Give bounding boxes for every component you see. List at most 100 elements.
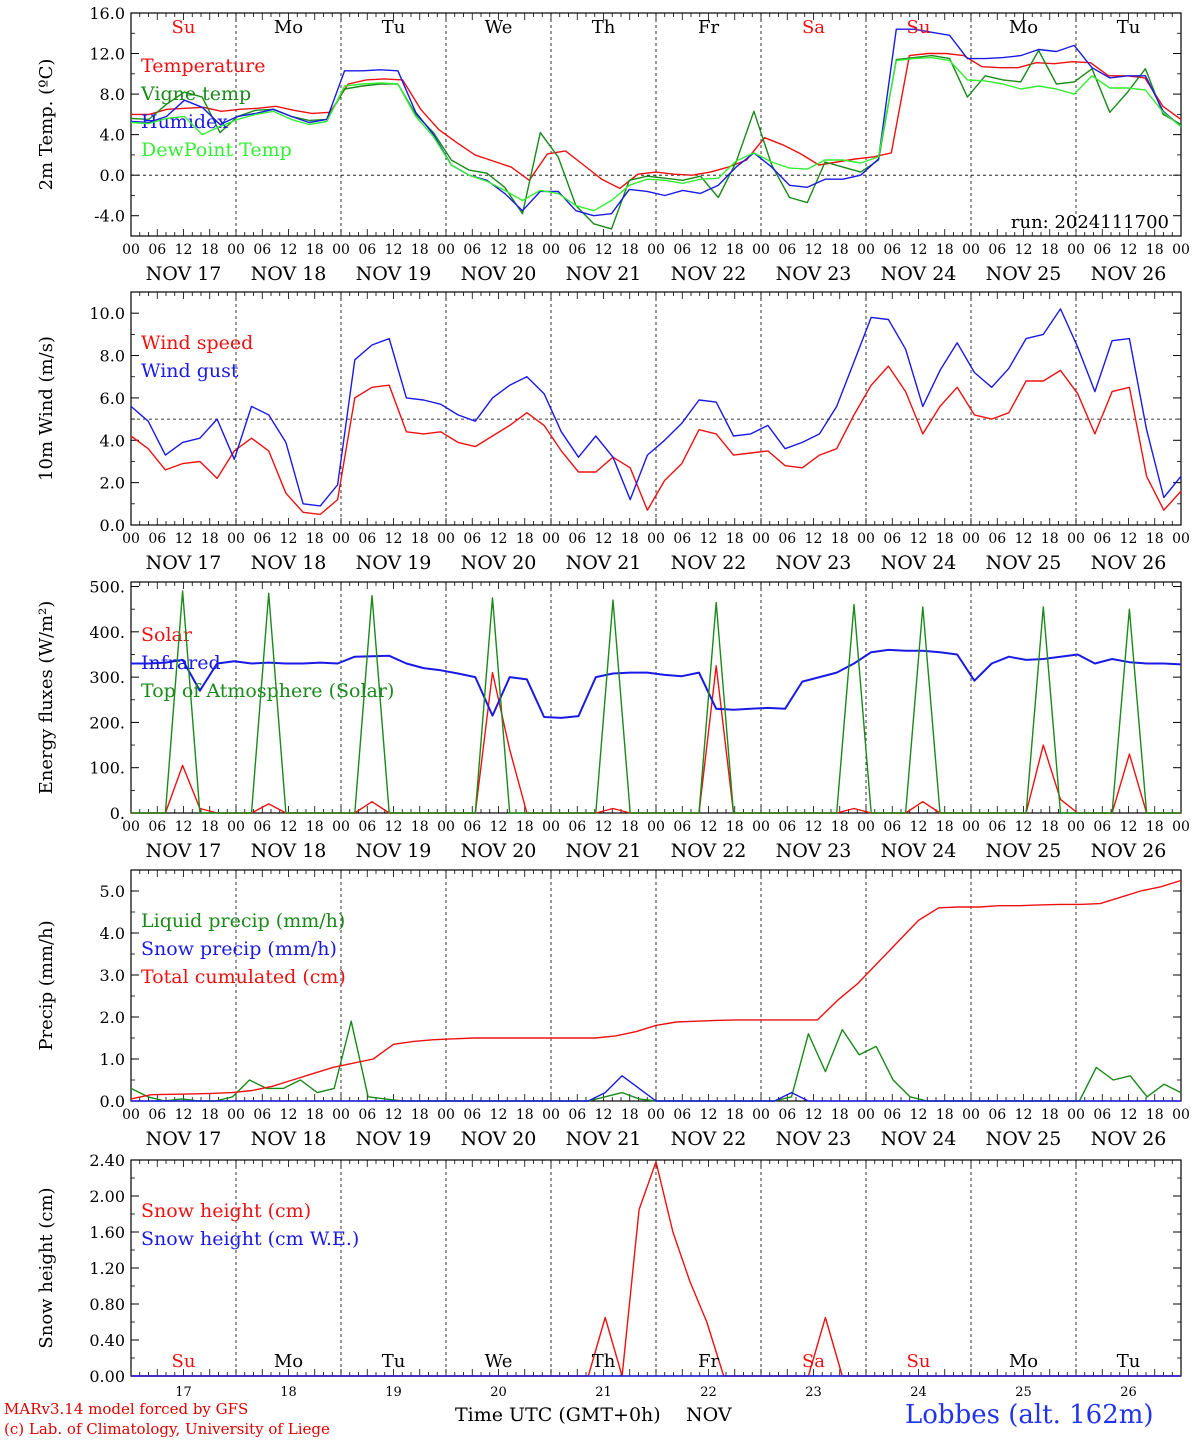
panel-precip: 0.0 1.0 2.0 3.0 4.0 5.0 Precip (mm/h) Liquid pr…	[36, 869, 1190, 1150]
date-label: NOV 24	[881, 552, 957, 574]
date-label: NOV 19	[356, 840, 432, 862]
legend-entry: Snow precip (mm/h)	[141, 938, 337, 960]
y-tick-label: 8.0	[100, 85, 125, 104]
hour-tick-label: 00	[857, 819, 875, 835]
hour-tick-label: 12	[805, 1107, 823, 1123]
series-line-blue	[130, 28, 1182, 217]
y-axis-label: 2m Temp. (ºC)	[36, 59, 57, 191]
hour-tick-label: 06	[988, 242, 1006, 258]
date-label: NOV 24	[881, 1128, 957, 1150]
hour-tick-label: 06	[463, 242, 481, 258]
weekday-label: Mo	[1009, 17, 1038, 38]
hour-tick-label: 18	[831, 819, 849, 835]
hour-tick-label: 12	[1015, 242, 1033, 258]
hour-tick-label: 00	[332, 1107, 350, 1123]
hour-tick-label: 12	[490, 819, 508, 835]
date-label: NOV 19	[356, 263, 432, 285]
hour-tick-label: 18	[411, 531, 429, 547]
hour-tick-label: 18	[201, 531, 219, 547]
hour-tick-label: 06	[253, 242, 271, 258]
hour-tick-label: 00	[437, 1107, 455, 1123]
hour-tick-label: 00	[962, 531, 980, 547]
hour-tick-label: 00	[962, 819, 980, 835]
hour-tick-label: 00	[122, 819, 140, 835]
hour-tick-label: 06	[358, 242, 376, 258]
y-tick-label: 2.00	[89, 1187, 125, 1206]
date-label: NOV 25	[986, 263, 1062, 285]
panel-wind: 0.0 2.0 4.0 6.0 8.0 10.0 10m Wind (m/s) Wind sp…	[36, 291, 1190, 574]
weekday-label: Mo	[1009, 1351, 1038, 1372]
hour-tick-label: 00	[1172, 819, 1190, 835]
date-label: NOV 23	[776, 840, 852, 862]
hour-tick-label: 06	[358, 819, 376, 835]
hour-tick-label: 12	[385, 1107, 403, 1123]
hour-tick-label: 18	[936, 1107, 954, 1123]
y-tick-label: 200.	[89, 713, 125, 732]
hour-tick-label: 06	[778, 242, 796, 258]
weekday-label: Su	[907, 17, 931, 38]
hour-tick-label: 06	[988, 1107, 1006, 1123]
hour-tick-label: 12	[175, 819, 193, 835]
legend-entry: Liquid precip (mm/h)	[141, 910, 345, 932]
day-number-label: 25	[1015, 1385, 1032, 1400]
hour-tick-label: 18	[726, 819, 744, 835]
hour-tick-label: 18	[411, 242, 429, 258]
hour-tick-label: 12	[175, 1107, 193, 1123]
hour-tick-label: 12	[1015, 531, 1033, 547]
legend-entry: Temperature	[141, 55, 265, 77]
date-label: NOV 19	[356, 1128, 432, 1150]
hour-tick-label: 00	[122, 242, 140, 258]
hour-tick-label: 12	[1120, 1107, 1138, 1123]
hour-tick-label: 12	[280, 819, 298, 835]
hour-tick-label: 06	[883, 531, 901, 547]
date-label: NOV 17	[146, 840, 222, 862]
hour-tick-label: 12	[175, 531, 193, 547]
hour-tick-label: 18	[1041, 819, 1059, 835]
hour-tick-label: 18	[1041, 1107, 1059, 1123]
hour-tick-label: 18	[936, 531, 954, 547]
hour-tick-label: 18	[936, 819, 954, 835]
date-label: NOV 26	[1091, 1128, 1167, 1150]
hour-tick-label: 12	[385, 242, 403, 258]
panel-temp: -4.0 0.0 4.0 8.0 12.0 16.0 2m Temp. (ºC) Temper…	[36, 4, 1190, 285]
hour-tick-label: 06	[148, 1107, 166, 1123]
legend-entry: Wind speed	[141, 332, 253, 354]
hour-tick-label: 00	[857, 1107, 875, 1123]
hour-tick-label: 06	[673, 819, 691, 835]
date-label: NOV 25	[986, 552, 1062, 574]
hour-tick-label: 18	[411, 819, 429, 835]
hour-tick-label: 06	[883, 242, 901, 258]
hour-tick-label: 00	[542, 1107, 560, 1123]
weekday-label: Sa	[802, 17, 825, 38]
day-number-label: 20	[490, 1385, 507, 1400]
weekday-label: Tu	[382, 17, 406, 38]
y-tick-label: 1.0	[100, 1050, 125, 1069]
hour-tick-label: 00	[752, 819, 770, 835]
hour-tick-label: 06	[253, 819, 271, 835]
series-line-red	[131, 52, 1182, 190]
series-line-lightgreen	[130, 56, 1182, 212]
model-credit: MARv3.14 model forced by GFS (c) Lab. of…	[4, 1399, 330, 1439]
hour-tick-label: 00	[227, 1107, 245, 1123]
y-tick-label: -4.0	[94, 207, 125, 226]
hour-tick-label: 18	[1041, 531, 1059, 547]
hour-tick-label: 00	[542, 242, 560, 258]
y-tick-label: 1.60	[89, 1223, 125, 1242]
hour-tick-label: 00	[122, 1107, 140, 1123]
hour-tick-label: 18	[831, 242, 849, 258]
date-label: NOV 18	[251, 552, 327, 574]
hour-tick-label: 18	[1146, 819, 1164, 835]
hour-tick-label: 12	[385, 819, 403, 835]
hour-tick-label: 12	[385, 531, 403, 547]
y-tick-label: 500.	[89, 578, 125, 597]
hour-tick-label: 12	[805, 242, 823, 258]
date-label: NOV 26	[1091, 840, 1167, 862]
weekday-label: Fr	[698, 1351, 719, 1372]
hour-tick-label: 18	[1146, 1107, 1164, 1123]
day-number-label: 22	[700, 1385, 717, 1400]
hour-tick-label: 12	[280, 1107, 298, 1123]
hour-tick-label: 18	[726, 531, 744, 547]
date-label: NOV 22	[671, 552, 747, 574]
date-label: NOV 22	[671, 840, 747, 862]
y-tick-label: 6.0	[100, 389, 125, 408]
